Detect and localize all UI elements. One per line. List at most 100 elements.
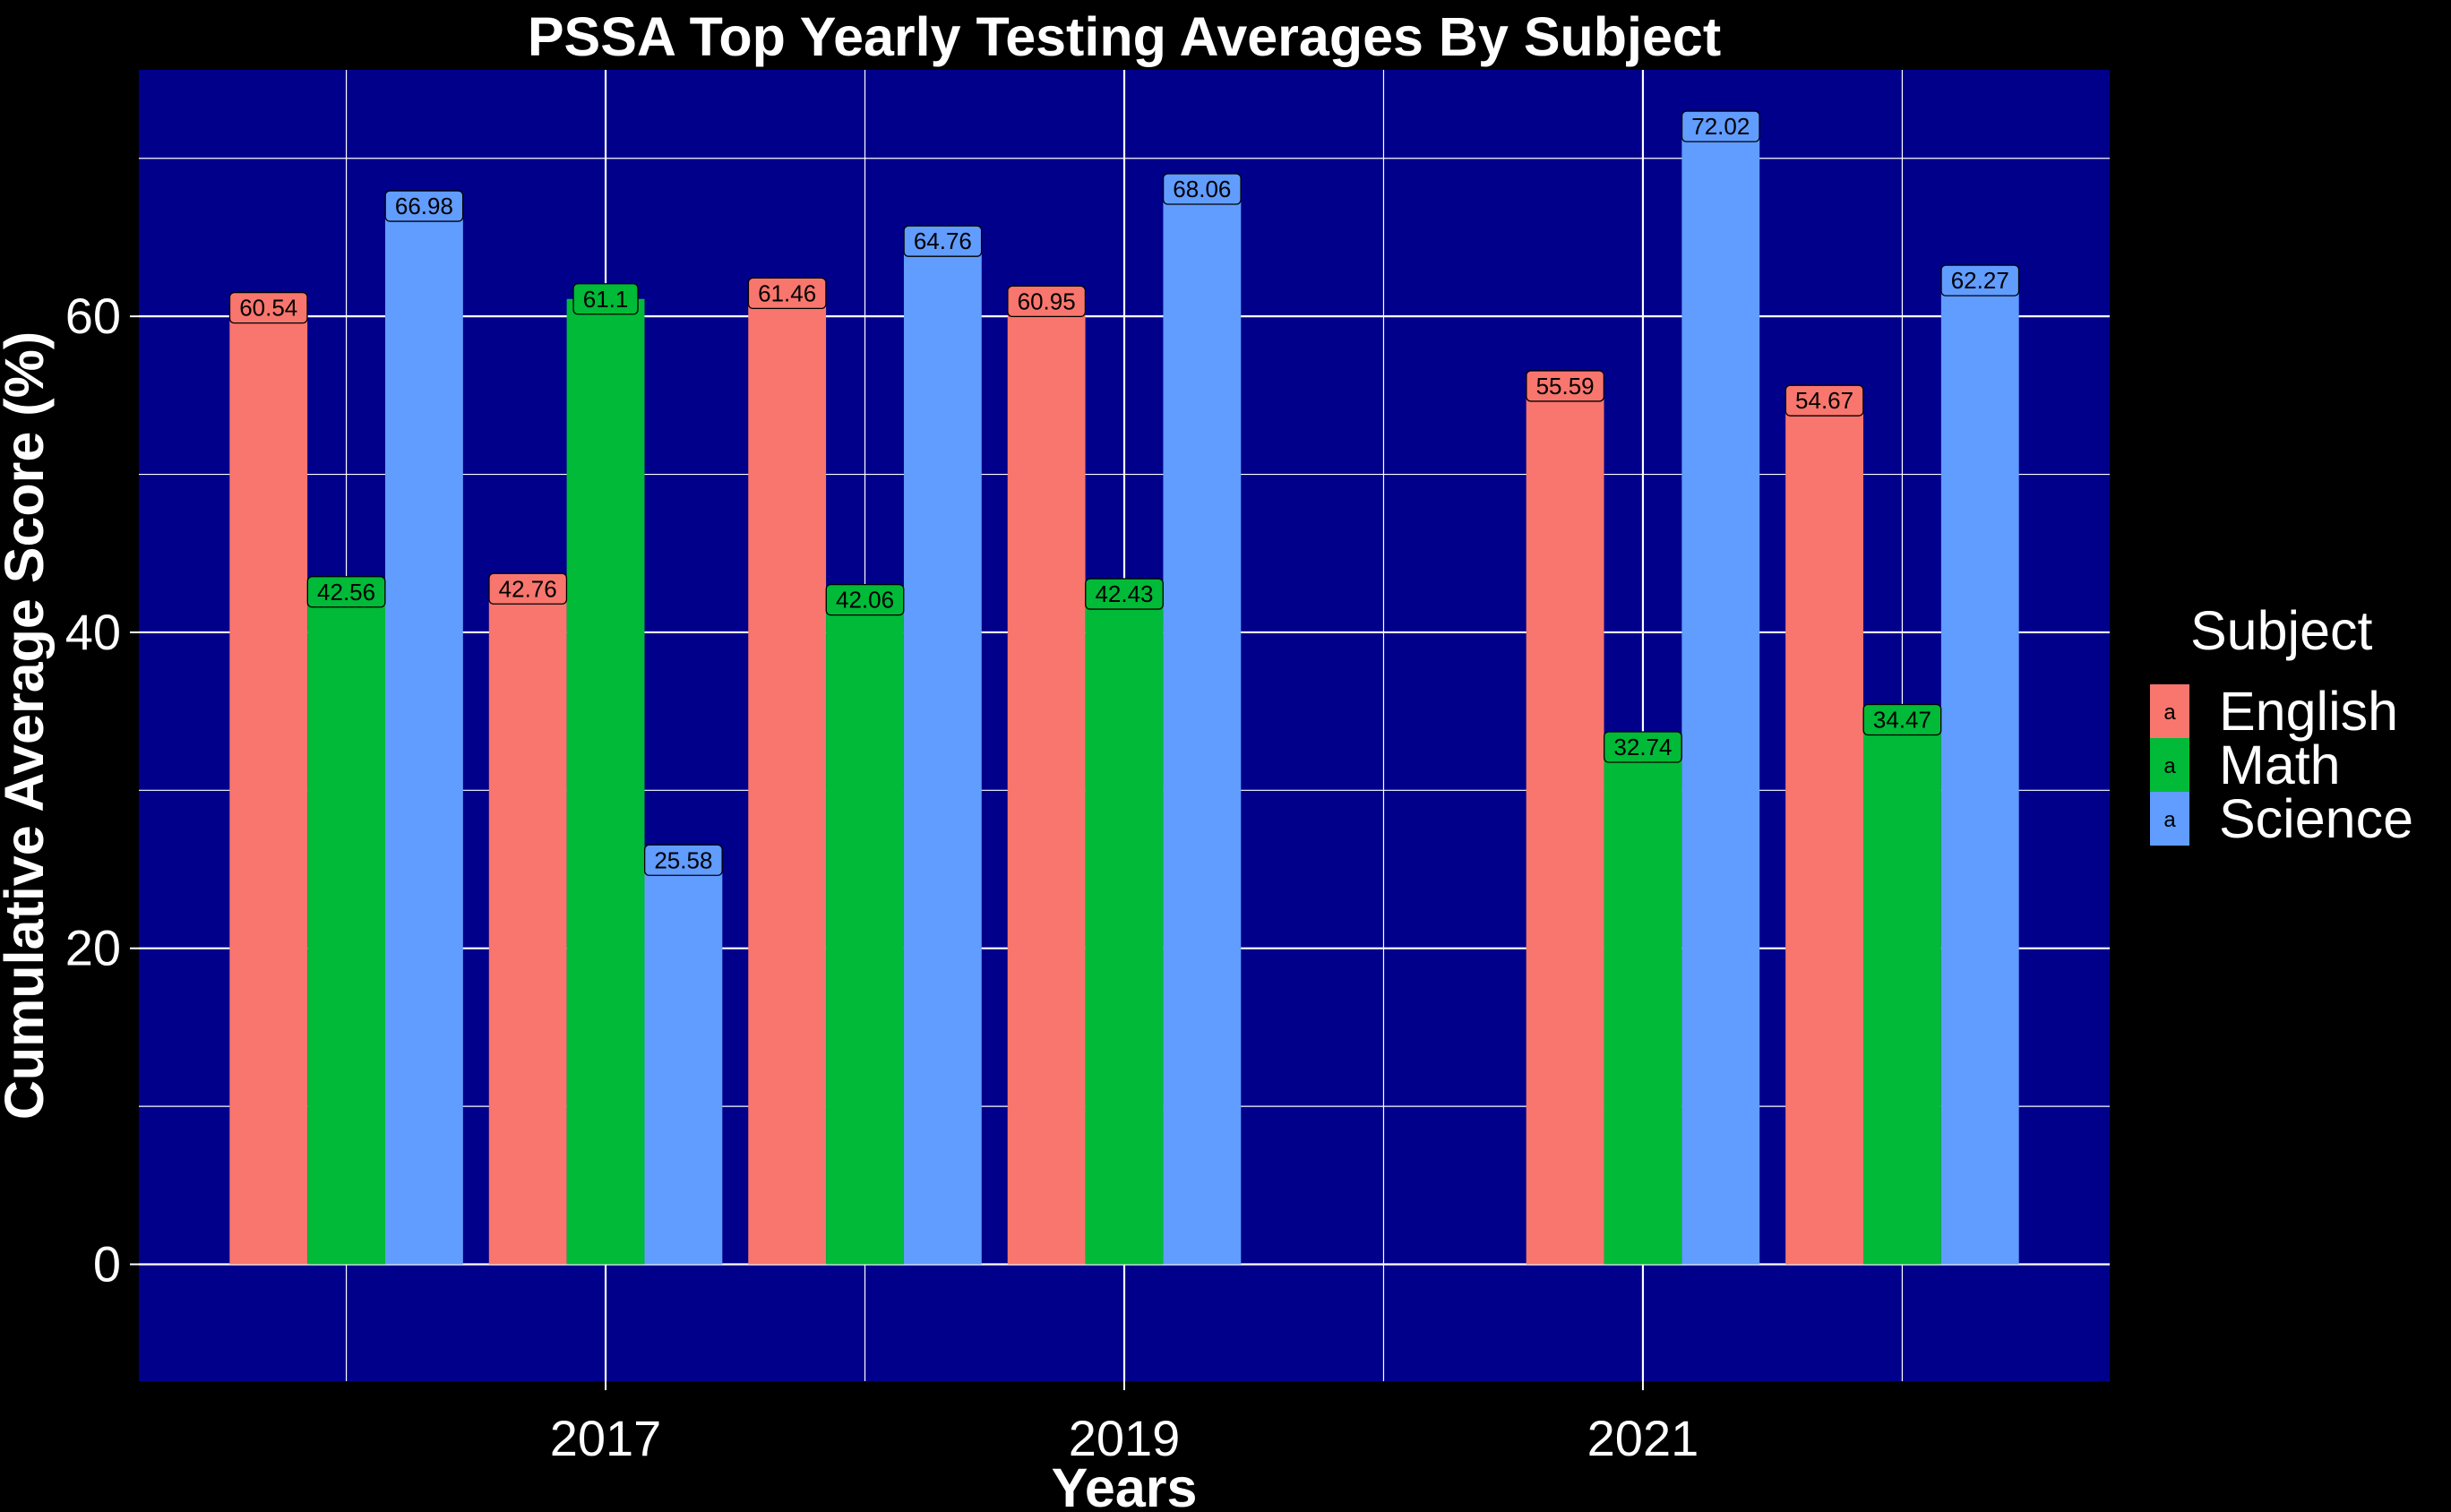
x-tick-label: 2017 bbox=[550, 1410, 662, 1466]
bar-english bbox=[1526, 385, 1604, 1265]
bar-english bbox=[229, 307, 308, 1265]
data-label-text: 66.98 bbox=[395, 193, 453, 219]
legend-item-science: a Science bbox=[2150, 788, 2413, 849]
bar-science bbox=[903, 241, 982, 1265]
y-axis-title: Cumulative Average Score (%) bbox=[0, 331, 55, 1120]
data-label-box bbox=[1604, 731, 1682, 763]
bar-math bbox=[826, 599, 904, 1265]
data-label-science: 64.76 bbox=[903, 225, 983, 257]
bar-math bbox=[1604, 746, 1682, 1265]
data-label-text: 72.02 bbox=[1691, 113, 1750, 140]
bar-english bbox=[1007, 301, 1086, 1265]
data-label-math: 61.1 bbox=[572, 283, 639, 315]
data-label-english: 54.67 bbox=[1784, 384, 1864, 417]
legend-items: a English a Math a Science bbox=[2150, 681, 2413, 849]
data-label-text: 64.76 bbox=[914, 228, 972, 254]
data-label-box bbox=[488, 572, 568, 605]
data-label-english: 60.95 bbox=[1007, 285, 1087, 318]
data-label-box bbox=[228, 291, 308, 324]
legend-label: Science bbox=[2219, 788, 2413, 849]
data-label-box bbox=[1681, 110, 1760, 142]
data-label-math: 42.56 bbox=[306, 576, 386, 608]
data-label-text: 60.54 bbox=[239, 295, 297, 322]
y-tick-label: 40 bbox=[65, 604, 121, 660]
data-label-box bbox=[1940, 264, 2020, 296]
legend-title: Subject bbox=[2190, 600, 2373, 661]
x-tick-label: 2021 bbox=[1587, 1410, 1699, 1466]
data-label-text: 42.76 bbox=[499, 575, 557, 602]
data-label-english: 61.46 bbox=[747, 277, 827, 310]
legend-label: English bbox=[2219, 681, 2398, 742]
x-axis-title: Years bbox=[1052, 1457, 1198, 1512]
data-label-math: 42.43 bbox=[1085, 578, 1164, 610]
y-tick-label: 20 bbox=[65, 920, 121, 976]
bar-science bbox=[1681, 126, 1760, 1265]
data-label-text: 68.06 bbox=[1173, 176, 1231, 202]
data-label-text: 61.1 bbox=[583, 286, 629, 313]
y-tick-label: 60 bbox=[65, 288, 121, 344]
bar-math bbox=[307, 591, 385, 1265]
data-label-box bbox=[384, 190, 464, 222]
data-label-math: 32.74 bbox=[1604, 731, 1682, 763]
data-label-box bbox=[572, 283, 639, 315]
y-axis-ticks: 0 20 40 60 bbox=[65, 288, 139, 1292]
data-label-math: 34.47 bbox=[1862, 703, 1942, 736]
data-label-english: 60.54 bbox=[228, 291, 308, 324]
data-label-text: 32.74 bbox=[1613, 734, 1672, 760]
data-label-english: 55.59 bbox=[1526, 370, 1605, 402]
bar-science bbox=[385, 206, 463, 1265]
data-label-text: 25.58 bbox=[654, 846, 712, 873]
data-label-text: 34.47 bbox=[1873, 706, 1931, 733]
bar-math bbox=[1085, 594, 1164, 1265]
data-label-science: 72.02 bbox=[1681, 110, 1760, 142]
legend-key-swatch bbox=[2150, 738, 2189, 792]
data-label-box bbox=[1162, 173, 1242, 205]
bar-english bbox=[748, 293, 827, 1265]
legend: Subject a English a Math a Science bbox=[2150, 600, 2413, 849]
data-label-text: 60.95 bbox=[1018, 288, 1076, 314]
legend-key-swatch bbox=[2150, 792, 2189, 846]
data-label-math: 42.06 bbox=[825, 583, 905, 616]
legend-key-glyph: a bbox=[2163, 754, 2176, 778]
data-label-box bbox=[825, 583, 905, 616]
bar-science bbox=[1163, 188, 1242, 1265]
bars bbox=[229, 126, 2019, 1265]
data-label-text: 42.56 bbox=[317, 579, 375, 606]
data-label-box bbox=[1085, 578, 1164, 610]
legend-item-english: a English bbox=[2150, 681, 2398, 742]
legend-key-glyph: a bbox=[2163, 808, 2176, 832]
bar-science bbox=[1940, 280, 2019, 1265]
data-label-box bbox=[1784, 384, 1864, 417]
bar-math bbox=[1863, 719, 1941, 1265]
data-label-science: 62.27 bbox=[1940, 264, 2020, 296]
data-label-english: 42.76 bbox=[488, 572, 568, 605]
data-label-box bbox=[1862, 703, 1942, 736]
data-label-science: 66.98 bbox=[384, 190, 464, 222]
x-tick-label: 2019 bbox=[1069, 1410, 1181, 1466]
data-label-box bbox=[643, 844, 723, 876]
data-label-box bbox=[747, 277, 827, 310]
data-label-box bbox=[1526, 370, 1605, 402]
bar-english bbox=[488, 588, 567, 1265]
data-label-box bbox=[1007, 285, 1087, 318]
data-label-text: 42.06 bbox=[836, 587, 894, 614]
data-label-science: 68.06 bbox=[1162, 173, 1242, 205]
data-label-text: 61.46 bbox=[758, 279, 816, 306]
y-tick-label: 0 bbox=[93, 1235, 121, 1292]
x-axis-ticks: 2017 2019 2021 bbox=[550, 1381, 1698, 1466]
bar-science bbox=[644, 860, 723, 1265]
data-label-science: 25.58 bbox=[643, 844, 723, 876]
chart-title: PSSA Top Yearly Testing Averages By Subj… bbox=[528, 6, 1721, 67]
data-label-box bbox=[306, 576, 386, 608]
data-label-box bbox=[903, 225, 983, 257]
legend-key-glyph: a bbox=[2163, 700, 2176, 725]
data-label-text: 62.27 bbox=[1951, 267, 2009, 294]
legend-label: Math bbox=[2219, 735, 2341, 795]
legend-key-swatch bbox=[2150, 684, 2189, 738]
data-label-text: 55.59 bbox=[1536, 373, 1595, 399]
data-labels: 60.54 42.76 61.46 60.95 55.59 54.67 42.56 61.1 4… bbox=[228, 110, 2020, 876]
data-label-text: 54.67 bbox=[1795, 387, 1853, 414]
bar-math bbox=[566, 298, 645, 1265]
